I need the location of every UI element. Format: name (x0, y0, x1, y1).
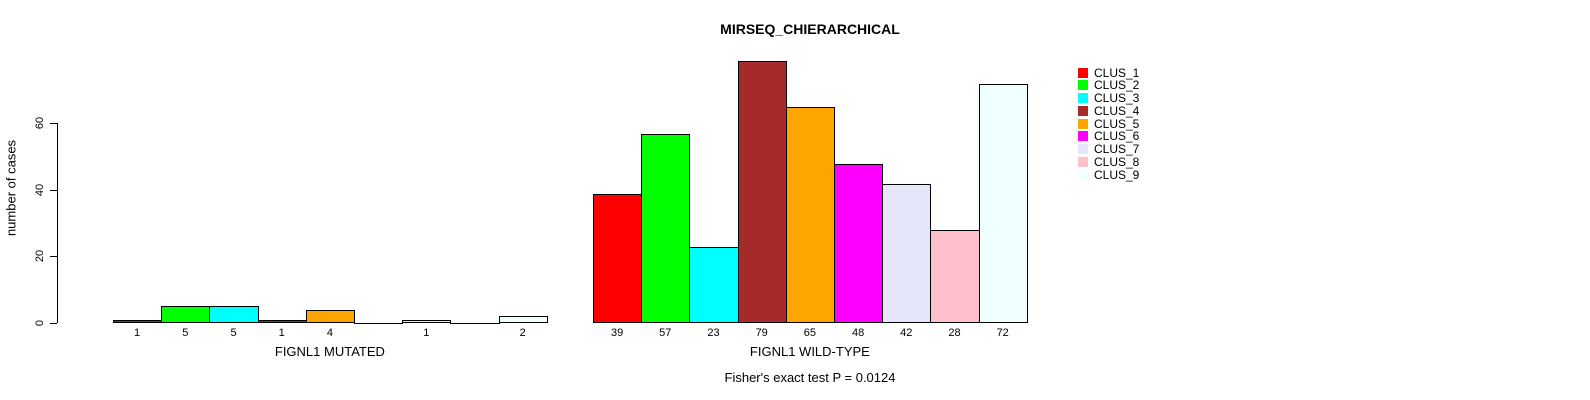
bar-zero-clus_8-fignl1-mutated (450, 322, 500, 324)
bar-value-label: 39 (610, 326, 624, 339)
bar-clus_2-fignl1-mutated (161, 305, 211, 323)
bar-clus_3-fignl1-mutated (209, 305, 259, 323)
bar-clus_4-fignl1-mutated (257, 319, 307, 323)
legend-label: CLUS_8 (1094, 154, 1140, 169)
bar-value-label: 5 (230, 326, 237, 339)
legend-label: CLUS_7 (1094, 142, 1140, 156)
bar-clus_9-fignl1-mutated (498, 315, 548, 323)
bar-value-label: 1 (423, 326, 430, 339)
bar-clus_2-fignl1-wild-type (641, 133, 691, 323)
legend-swatch (1078, 144, 1088, 154)
y-axis-tick (50, 189, 57, 191)
bar-value-label: 2 (519, 326, 526, 339)
y-axis-line (57, 123, 58, 324)
legend-swatch (1078, 156, 1088, 167)
bar-value-label: 79 (755, 326, 768, 339)
y-axis-tick-label: 40 (34, 183, 46, 196)
y-axis-tick (50, 322, 57, 324)
bar-clus_4-fignl1-wild-type (737, 60, 787, 323)
y-axis-tick (50, 256, 57, 258)
legend-label: CLUS_1 (1094, 65, 1140, 80)
bar-value-label: 1 (278, 326, 285, 339)
bar-zero-clus_6-fignl1-mutated (354, 322, 404, 324)
legend-label: CLUS_2 (1094, 78, 1140, 93)
bar-value-label: 5 (182, 326, 189, 339)
bar-clus_1-fignl1-wild-type (593, 193, 643, 323)
bar-clus_5-fignl1-mutated (305, 309, 355, 323)
y-axis-label: number of cases (3, 139, 19, 237)
legend-swatch (1078, 169, 1088, 180)
bar-value-label: 4 (326, 326, 333, 339)
bar-clus_8-fignl1-wild-type (930, 229, 980, 323)
y-axis-tick (50, 123, 57, 125)
legend-label: CLUS_4 (1094, 103, 1140, 118)
bar-value-label: 28 (948, 326, 961, 339)
legend-swatch (1078, 118, 1088, 129)
legend-label: CLUS_9 (1094, 167, 1140, 182)
y-axis-tick-label: 60 (34, 117, 46, 130)
legend-swatch (1078, 67, 1088, 78)
legend-swatch (1078, 93, 1088, 103)
chart-title: MIRSEQ_CHIERARCHICAL (720, 21, 900, 37)
legend-label: CLUS_6 (1094, 129, 1140, 144)
x-axis-group-label: FIGNL1 WILD-TYPE (749, 344, 870, 359)
bar-clus_7-fignl1-mutated (402, 319, 452, 323)
fisher-test-note: Fisher's exact test P = 0.0124 (724, 370, 896, 385)
legend-swatch (1078, 80, 1088, 91)
bar-clus_1-fignl1-mutated (113, 319, 163, 323)
bar-clus_5-fignl1-wild-type (785, 106, 835, 323)
legend-label: CLUS_5 (1094, 116, 1140, 131)
bar-value-label: 72 (996, 326, 1009, 339)
bar-value-label: 42 (900, 326, 913, 339)
bar-value-label: 1 (134, 326, 141, 339)
bar-value-label: 65 (803, 326, 817, 339)
x-axis-group-label: FIGNL1 MUTATED (274, 344, 385, 359)
bar-value-label: 57 (659, 326, 672, 339)
bar-clus_3-fignl1-wild-type (689, 246, 739, 323)
legend-swatch (1078, 131, 1088, 142)
legend-swatch (1078, 105, 1088, 116)
bar-clus_7-fignl1-wild-type (882, 183, 932, 323)
bar-clus_9-fignl1-wild-type (978, 83, 1028, 323)
y-axis-tick-label: 0 (34, 319, 46, 326)
bar-value-label: 48 (851, 326, 865, 339)
y-axis-tick-label: 20 (34, 249, 46, 263)
legend-label: CLUS_3 (1094, 91, 1140, 105)
bar-clus_6-fignl1-wild-type (834, 163, 884, 323)
bar-value-label: 23 (707, 326, 720, 339)
